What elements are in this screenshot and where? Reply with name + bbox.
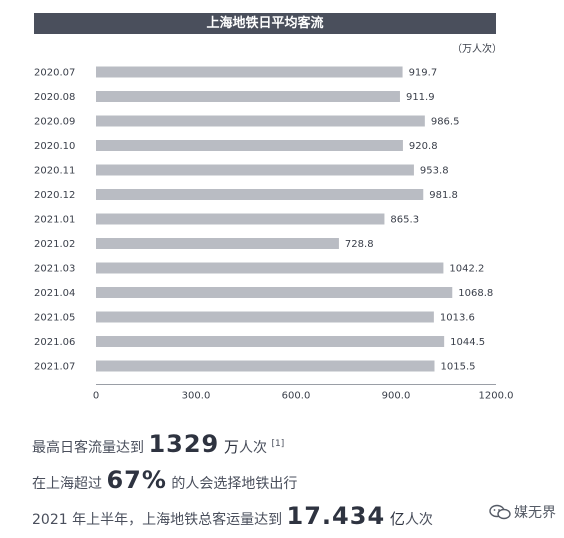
category-label: 2020.08 (34, 92, 75, 103)
category-label: 2021.02 (34, 239, 75, 250)
stat-text: 最高日客流量达到 (32, 440, 149, 456)
stat-line-total: 2021 年上半年，上海地铁总客运量达到 17.434 亿人次 (32, 502, 433, 530)
data-label: 728.8 (345, 239, 374, 250)
bar (96, 262, 444, 274)
watermark: 媒无界 (489, 502, 556, 522)
bar (96, 213, 385, 225)
category-label: 2020.10 (34, 141, 75, 152)
category-label: 2021.05 (34, 313, 75, 324)
stat-line-share: 在上海超过 67% 的人会选择地铁出行 (32, 466, 297, 494)
stat-unit: 万 (219, 438, 240, 456)
tick-label: 1200.0 (479, 391, 514, 402)
bar (96, 287, 453, 298)
category-label: 2021.04 (34, 288, 75, 299)
peak-value: 1329 (148, 430, 220, 458)
bar (96, 140, 403, 151)
bar (96, 91, 400, 102)
total-value: 17.434 (286, 502, 386, 530)
bar (96, 115, 425, 127)
data-label: 919.7 (409, 68, 438, 79)
bar (96, 164, 414, 176)
bar-chart: 2020.07 919.7 2020.08 911.9 2020.09 986.5 2020… (34, 66, 514, 402)
bar (96, 360, 435, 372)
data-label: 920.8 (409, 141, 438, 152)
unit-label: （万人次） (452, 44, 502, 55)
stat-text: 在上海超过 (32, 476, 107, 492)
data-label: 1013.6 (440, 313, 475, 324)
bar (96, 336, 445, 347)
data-label: 1068.8 (458, 288, 493, 299)
footnote-ref: [1] (271, 439, 285, 449)
category-label: 2020.12 (34, 190, 75, 201)
tick-label: 600.0 (282, 391, 311, 402)
data-label: 981.8 (429, 190, 458, 201)
bar (96, 311, 434, 323)
data-label: 911.9 (406, 92, 435, 103)
tick-label: 0 (93, 391, 99, 402)
category-label: 2021.03 (34, 264, 75, 275)
bar (96, 238, 339, 249)
stat-text: 2021 年上半年，上海地铁总客运量达到 (32, 512, 287, 528)
category-label: 2020.09 (34, 117, 75, 128)
category-label: 2021.07 (34, 362, 75, 373)
stat-text: 人次 (239, 440, 268, 456)
share-value: 67% (106, 466, 167, 494)
data-label: 986.5 (431, 117, 460, 128)
category-label: 2020.11 (34, 166, 75, 177)
watermark-text: 媒无界 (514, 505, 556, 521)
data-label: 1015.5 (441, 362, 476, 373)
category-label: 2021.06 (34, 337, 75, 348)
data-label: 953.8 (420, 166, 449, 177)
wechat-icon (489, 504, 511, 520)
bar (96, 189, 424, 200)
stat-line-peak: 最高日客流量达到 1329 万人次 [1] (32, 430, 284, 458)
tick-label: 900.0 (382, 391, 411, 402)
data-label: 1042.2 (449, 264, 484, 275)
category-label: 2020.07 (34, 68, 75, 79)
category-label: 2021.01 (34, 215, 75, 226)
tick-label: 300.0 (182, 391, 211, 402)
stat-text: 的人会选择地铁出行 (166, 476, 298, 492)
stat-unit: 亿 (385, 510, 405, 528)
data-label: 1044.5 (450, 337, 485, 348)
stat-text: 人次 (404, 512, 433, 528)
data-label: 865.3 (390, 215, 419, 226)
chart-title: 上海地铁日平均客流 (34, 13, 496, 34)
bar (96, 66, 403, 78)
